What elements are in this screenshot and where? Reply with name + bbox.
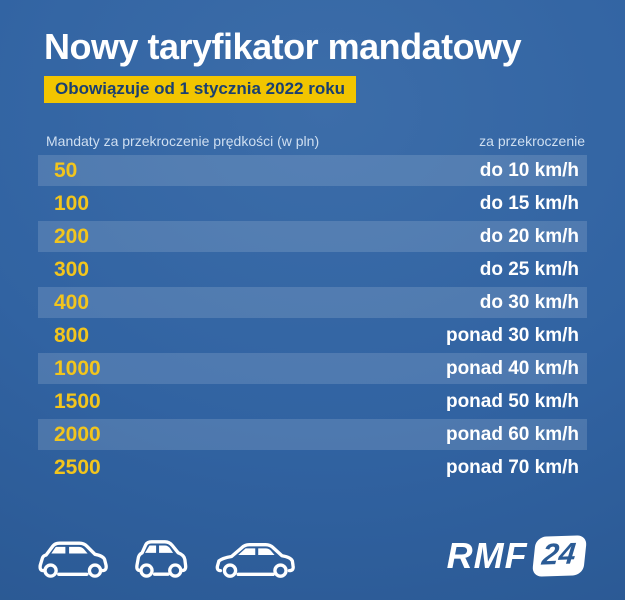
fine-amount: 400 [54,290,90,314]
fine-amount: 1000 [54,356,101,380]
fine-amount: 2500 [54,455,101,479]
table-row: 100 do 15 km/h [38,188,587,219]
speed-threshold: ponad 40 km/h [445,357,579,379]
fine-amount: 800 [54,323,90,347]
speed-threshold: ponad 70 km/h [445,456,579,478]
column-header-threshold: za przekroczenie [479,133,585,150]
car-icons-group [38,535,300,581]
fine-amount: 1500 [54,389,101,413]
effective-date-badge: Obowiązuje od 1 stycznia 2022 roku [44,76,357,104]
speed-threshold: do 15 km/h [479,192,579,214]
page-title: Nowy taryfikator mandatowy [44,26,522,67]
table-row: 1500 ponad 50 km/h [38,386,587,417]
car-hatchback-icon [38,535,112,581]
speed-threshold: do 30 km/h [479,291,579,313]
column-header-fines: Mandaty za przekroczenie prędkości (w pl… [46,133,320,150]
table-row: 800 ponad 30 km/h [38,320,587,351]
table-row: 50 do 10 km/h [38,155,587,187]
rmf-logo-24-badge: 24 [531,534,588,577]
fine-amount: 300 [54,257,90,281]
footer: RMF 24 [0,527,625,600]
speed-threshold: ponad 60 km/h [445,423,579,445]
table-row: 400 do 30 km/h [38,287,587,319]
table-row: 200 do 20 km/h [38,221,587,253]
table-row: 1000 ponad 40 km/h [38,353,587,385]
fine-amount: 2000 [54,422,101,446]
table-body: 50 do 10 km/h 100 do 15 km/h 200 do 20 k… [38,155,587,483]
table-row: 2000 ponad 60 km/h [38,419,587,451]
speed-threshold: do 20 km/h [479,225,579,247]
table-row: 300 do 25 km/h [38,254,587,285]
car-compact-icon [134,535,190,581]
speed-threshold: ponad 30 km/h [445,324,579,346]
speed-threshold: do 10 km/h [479,159,579,181]
car-sedan-icon [212,535,300,581]
fine-amount: 100 [54,191,90,215]
fine-amount: 200 [54,224,90,248]
table-header-row: Mandaty za przekroczenie prędkości (w pl… [46,133,585,149]
rmf24-logo: RMF 24 [446,534,588,577]
fines-table: Mandaty za przekroczenie prędkości (w pl… [38,133,587,483]
fine-amount: 50 [54,158,78,182]
speed-threshold: do 25 km/h [479,258,579,280]
speed-threshold: ponad 50 km/h [445,390,579,412]
rmf-logo-text: RMF [446,534,528,576]
table-row: 2500 ponad 70 km/h [38,452,587,483]
